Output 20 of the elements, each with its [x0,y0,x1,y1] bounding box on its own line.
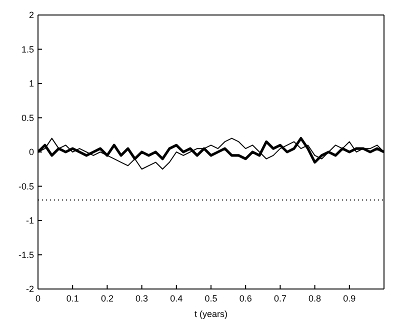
y-tick-label: 1.5 [21,44,34,54]
x-axis-title: t (years) [194,309,228,319]
x-tick-label: 0.7 [274,293,286,304]
x-tick-label: 0.6 [239,293,252,304]
x-tick-label: 0.8 [308,293,322,304]
x-tick-label: 0 [35,293,41,304]
y-tick-label: -2 [26,284,34,294]
x-tick-label: 0.1 [66,293,79,304]
x-tick-label: 0.5 [204,293,218,304]
y-tick-label: 0 [28,147,34,158]
y-tick-label: 1 [28,78,34,89]
y-tick-label: 2 [28,10,34,20]
x-tick-label: 0.4 [170,293,183,304]
y-tick-label: 0.5 [21,112,34,123]
y-tick-label: -0.5 [18,181,34,192]
x-tick-label: 0.2 [100,293,114,304]
y-tick-label: -1.5 [18,250,34,260]
x-tick-label: 0.9 [343,293,356,304]
y-tick-label: -1 [26,216,34,226]
x-tick-label: 0.3 [136,293,148,304]
